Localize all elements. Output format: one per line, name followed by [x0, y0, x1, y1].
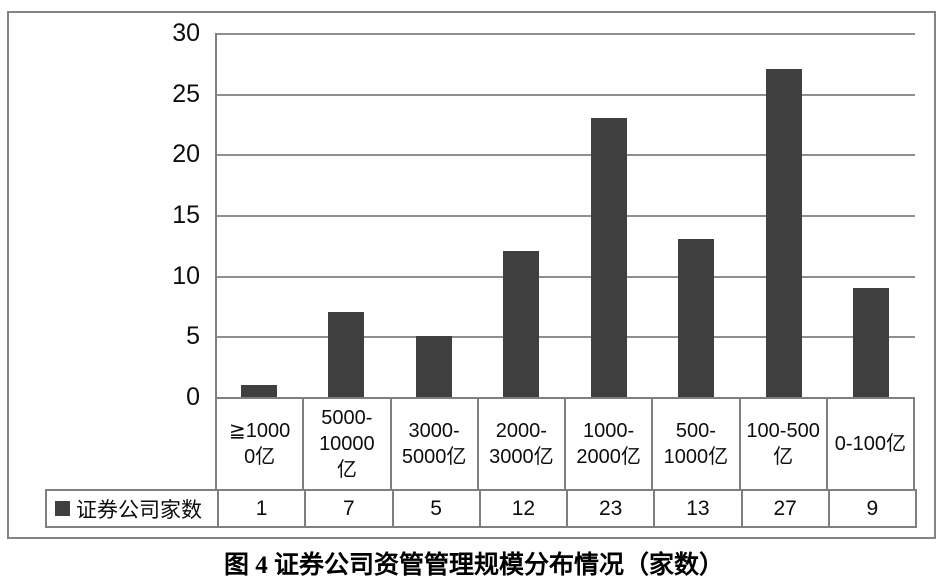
bar-column — [303, 33, 391, 397]
data-table-row: 证券公司家数 1 7 5 12 23 13 27 9 — [45, 489, 917, 528]
y-tick-label: 5 — [186, 322, 200, 350]
y-tick-label: 25 — [172, 80, 200, 108]
table-value: 13 — [653, 491, 740, 526]
table-value: 23 — [566, 491, 653, 526]
bar-1000-2000yi — [590, 118, 627, 397]
category-label: 500- 1000亿 — [651, 399, 738, 489]
bar-column — [478, 33, 566, 397]
figure-caption: 图 4 证券公司资管管理规模分布情况（家数） — [223, 552, 724, 579]
bar-column — [740, 33, 828, 397]
bar-ge-10000yi — [240, 385, 277, 397]
gridline-25 — [215, 94, 915, 96]
bar-0-100yi — [853, 288, 890, 397]
table-value: 1 — [217, 491, 304, 526]
category-label: 2000- 3000亿 — [476, 399, 564, 489]
bar-column — [828, 33, 916, 397]
category-label: 0-100亿 — [825, 399, 913, 489]
gridline-15 — [215, 215, 915, 217]
legend-label: 证券公司家数 — [76, 498, 202, 522]
plot-area — [215, 33, 915, 397]
bar-3000-5000yi — [415, 336, 452, 397]
bar-column — [565, 33, 653, 397]
bar-column — [653, 33, 741, 397]
table-value: 5 — [391, 491, 479, 526]
category-label: 100-500 亿 — [738, 399, 826, 489]
gridline-10 — [215, 276, 915, 278]
legend-cell: 证券公司家数 — [47, 491, 217, 526]
table-value: 12 — [478, 491, 566, 526]
category-label: 1000- 2000亿 — [564, 399, 651, 489]
y-axis-line — [215, 33, 217, 399]
gridline-20 — [215, 154, 915, 156]
bar-100-500yi — [765, 69, 802, 397]
y-tick-label: 30 — [172, 19, 200, 47]
y-tick-label: 0 — [186, 383, 200, 411]
table-value: 27 — [740, 491, 828, 526]
bar-2000-3000yi — [503, 251, 540, 397]
category-label: 3000- 5000亿 — [389, 399, 477, 489]
bar-column — [215, 33, 303, 397]
gridline-30 — [215, 33, 915, 35]
table-value: 7 — [304, 491, 391, 526]
x-axis-category-row: ≧1000 0亿 5000- 10000 亿 3000- 5000亿 2000-… — [215, 399, 915, 489]
bar-5000-10000yi — [328, 312, 365, 397]
y-tick-label: 20 — [172, 140, 200, 168]
category-label: 5000- 10000 亿 — [302, 399, 389, 489]
y-tick-label: 15 — [172, 201, 200, 229]
y-tick-label: 10 — [172, 262, 200, 290]
x-axis-line — [215, 397, 915, 399]
gridline-5 — [215, 336, 915, 338]
legend-swatch-icon — [55, 501, 70, 516]
bar-column — [390, 33, 478, 397]
table-value: 9 — [827, 491, 915, 526]
category-label: ≧1000 0亿 — [229, 420, 291, 468]
bar-500-1000yi — [678, 239, 715, 397]
